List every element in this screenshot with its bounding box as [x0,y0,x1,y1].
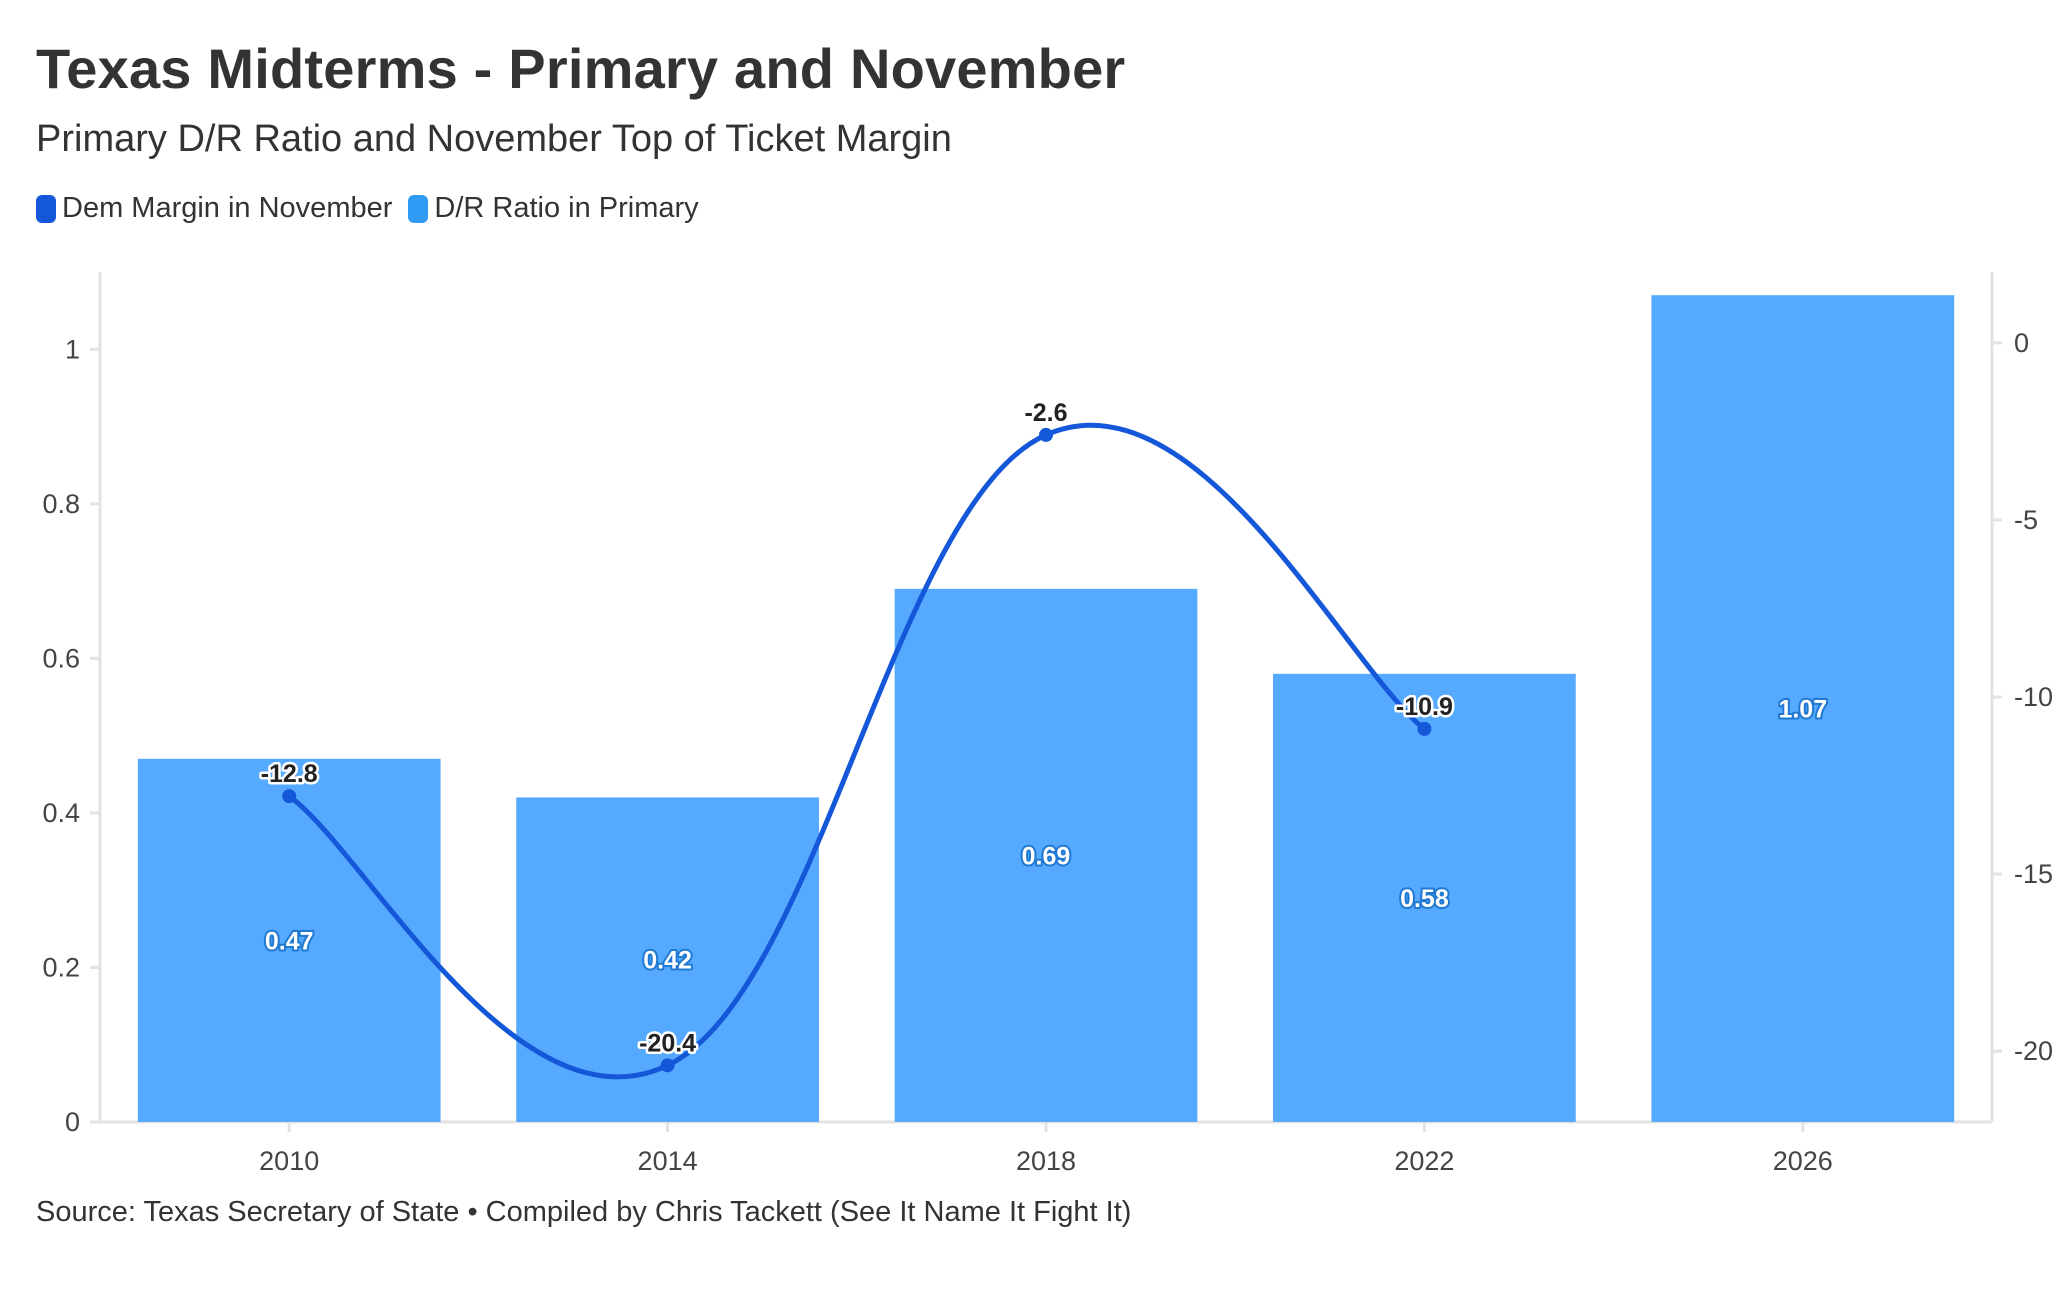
bar [894,588,1198,1122]
bar-data-label: 0.58 [1400,885,1449,913]
x-axis-tick-label: 2026 [1773,1146,1833,1176]
labels-layer: 0.47 0.42 0.69 0.58 1.07 -12.8 -20.4 -2.6 -10.9 [258,396,1829,1059]
line-data-label: -12.8 [261,760,318,788]
dem-margin-point [1417,721,1432,736]
left-axis-tick-label: 0 [65,1107,80,1137]
right-axis-tick-label: -10 [2014,682,2053,712]
legend-item-dem-margin[interactable]: Dem Margin in November [36,192,392,225]
left-axis-tick-label: 1 [65,334,80,364]
legend-swatch-dem-margin [36,194,56,223]
right-axis-tick-label: 0 [2014,328,2029,358]
right-axis-tick-label: -5 [2014,505,2038,535]
x-axis-tick-label: 2010 [259,1146,319,1176]
dem-margin-line [286,423,1427,1080]
right-axis-tick-label: -15 [2014,859,2053,889]
left-axis-tick-label: 0.6 [42,643,80,673]
x-axis-tick-label: 2018 [1016,1146,1076,1176]
chart-source: Source: Texas Secretary of State • Compi… [36,1196,1132,1228]
bar-data-label: 0.69 [1022,842,1071,870]
chart-legend: Dem Margin in November D/R Ratio in Prim… [36,192,715,225]
dem-margin-point [660,1058,675,1073]
left-axis-tick-label: 0.8 [42,489,80,519]
bar [137,758,441,1122]
chart-subtitle: Primary D/R Ratio and November Top of Ti… [36,118,952,160]
chart-title: Texas Midterms - Primary and November [36,37,1126,100]
left-axis-tick-label: 0.4 [42,798,80,828]
line-data-label: -10.9 [1396,693,1453,721]
right-axis-tick-label: -20 [2014,1036,2053,1066]
left-axis-tick-label: 0.2 [42,952,80,982]
line-layer [282,423,1432,1080]
dem-margin-point [1039,427,1053,442]
legend-label-dr-ratio: D/R Ratio in Primary [434,192,699,224]
bars-layer [137,295,1955,1122]
bar-data-label: 1.07 [1778,696,1827,724]
combo-chart: 0 0.2 0.4 0.6 0.8 1 0 -5 -10 -15 -20 2010 2014 2018 20… [42,272,2053,1176]
legend-item-dr-ratio[interactable]: D/R Ratio in Primary [408,192,699,225]
bar [1273,673,1576,1122]
dem-margin-point [282,789,297,804]
bar-data-label: 0.42 [643,947,692,975]
bar [1651,295,1955,1122]
bar-data-label: 0.47 [265,927,314,955]
x-axis-tick-label: 2022 [1394,1146,1454,1176]
x-axis-tick-label: 2014 [638,1146,698,1176]
line-data-label: -2.6 [1024,399,1067,427]
line-data-label: -20.4 [639,1029,696,1057]
legend-swatch-dr-ratio [408,194,429,223]
legend-label-dem-margin: Dem Margin in November [62,192,393,224]
